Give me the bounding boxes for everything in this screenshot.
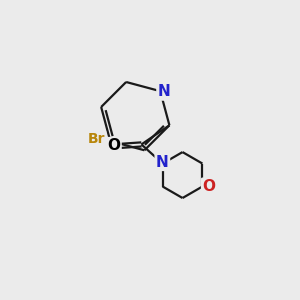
Text: O: O bbox=[202, 179, 215, 194]
Text: O: O bbox=[107, 138, 120, 153]
Text: Br: Br bbox=[87, 132, 105, 146]
Text: N: N bbox=[158, 84, 170, 99]
Text: Br: Br bbox=[87, 132, 105, 146]
Text: O: O bbox=[107, 138, 120, 153]
Text: N: N bbox=[156, 154, 169, 169]
Text: O: O bbox=[202, 179, 215, 194]
Text: N: N bbox=[156, 154, 169, 169]
Text: N: N bbox=[158, 84, 170, 99]
